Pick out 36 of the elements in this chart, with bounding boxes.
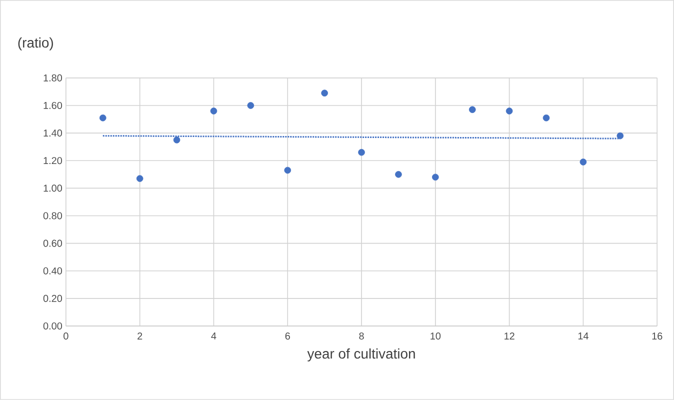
y-tick-label: 1.80 — [44, 74, 62, 82]
point — [99, 114, 106, 122]
point — [247, 102, 254, 109]
y-axis-title: (ratio) — [18, 37, 53, 50]
y-tick-label: 0.20 — [43, 294, 62, 302]
point — [321, 90, 328, 97]
y-tick-label: 0.60 — [43, 240, 62, 247]
y-tick-label: 0.80 — [43, 212, 62, 220]
point — [136, 175, 144, 182]
point — [210, 108, 218, 114]
y-tick-label: 0.40 — [43, 267, 62, 274]
y-tick-label: 1.60 — [44, 102, 62, 110]
point — [542, 114, 550, 122]
x-tick-label: 0 — [64, 332, 68, 340]
point — [432, 174, 439, 181]
x-axis-title: year of cultivation — [307, 348, 415, 362]
point — [468, 106, 476, 114]
x-tick-label: 6 — [285, 332, 290, 340]
y-tick-label: 1.20 — [44, 157, 62, 164]
point — [580, 158, 587, 166]
x-tick-label: 16 — [652, 332, 662, 340]
x-tick-label: 4 — [211, 332, 216, 340]
point — [616, 132, 624, 140]
x-tick-label: 8 — [359, 332, 364, 340]
point — [358, 148, 365, 156]
x-tick-label: 14 — [578, 332, 588, 340]
x-tick-label: 2 — [138, 332, 142, 340]
point — [173, 136, 180, 144]
point — [506, 108, 513, 114]
x-tick-label: 10 — [430, 332, 441, 340]
y-tick-label: 0.00 — [43, 322, 62, 330]
point — [284, 166, 292, 174]
x-tick-label: 12 — [504, 332, 514, 340]
y-tick-label: 1.40 — [44, 130, 62, 137]
y-tick-label: 1.00 — [44, 184, 62, 192]
point — [395, 171, 402, 178]
